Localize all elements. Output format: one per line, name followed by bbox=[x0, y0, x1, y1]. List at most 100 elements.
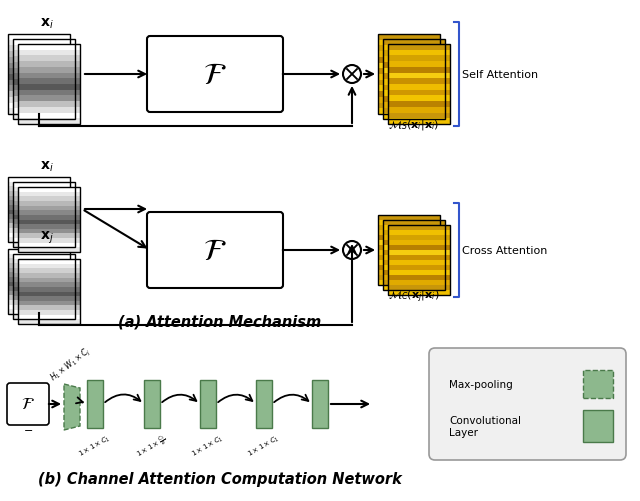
Bar bbox=[8, 233, 70, 238]
Bar bbox=[383, 261, 445, 266]
Bar bbox=[378, 35, 440, 115]
Bar bbox=[383, 80, 445, 86]
Bar bbox=[13, 255, 75, 319]
Bar bbox=[388, 235, 450, 240]
Bar bbox=[378, 215, 440, 220]
Bar bbox=[13, 282, 75, 287]
Bar bbox=[13, 183, 75, 247]
Bar bbox=[13, 40, 75, 120]
Bar bbox=[8, 228, 70, 233]
Bar bbox=[18, 206, 80, 211]
Bar bbox=[383, 40, 445, 120]
Bar bbox=[388, 266, 450, 271]
Bar bbox=[388, 225, 450, 230]
Bar bbox=[13, 215, 75, 220]
Bar bbox=[18, 119, 80, 125]
Bar bbox=[13, 206, 75, 210]
Bar bbox=[8, 191, 70, 196]
Bar bbox=[13, 278, 75, 282]
Bar bbox=[583, 370, 613, 398]
Bar bbox=[18, 91, 80, 96]
Bar bbox=[388, 245, 450, 250]
Bar bbox=[8, 46, 70, 52]
Bar bbox=[8, 268, 70, 273]
Bar bbox=[18, 320, 80, 324]
Bar bbox=[388, 96, 450, 102]
Bar bbox=[8, 182, 70, 187]
Bar bbox=[18, 311, 80, 315]
Bar bbox=[144, 380, 160, 428]
Bar bbox=[388, 113, 450, 119]
Bar bbox=[383, 240, 445, 245]
Text: (a) Attention Mechanism: (a) Attention Mechanism bbox=[118, 314, 322, 329]
Bar bbox=[383, 281, 445, 286]
Bar bbox=[18, 234, 80, 238]
Bar bbox=[388, 286, 450, 291]
Bar bbox=[8, 210, 70, 215]
Bar bbox=[8, 259, 70, 264]
Bar bbox=[383, 114, 445, 120]
Bar bbox=[13, 183, 75, 187]
Bar bbox=[18, 192, 80, 197]
Bar bbox=[18, 224, 80, 229]
Bar bbox=[378, 41, 440, 46]
Bar bbox=[378, 58, 440, 64]
Bar bbox=[13, 40, 75, 46]
Bar bbox=[388, 225, 450, 296]
Text: (b) Channel Attention Computation Network: (b) Channel Attention Computation Networ… bbox=[38, 471, 402, 486]
Bar bbox=[383, 271, 445, 276]
Bar bbox=[378, 215, 440, 286]
Bar bbox=[18, 102, 80, 108]
Bar bbox=[18, 56, 80, 62]
Bar bbox=[383, 250, 445, 256]
Bar bbox=[378, 109, 440, 115]
Bar bbox=[13, 97, 75, 103]
Bar bbox=[8, 58, 70, 64]
Bar bbox=[8, 187, 70, 191]
Bar bbox=[378, 98, 440, 103]
Bar bbox=[388, 79, 450, 85]
Bar bbox=[383, 69, 445, 74]
Bar bbox=[378, 81, 440, 86]
Bar bbox=[13, 229, 75, 233]
Bar bbox=[383, 103, 445, 108]
Bar bbox=[13, 259, 75, 264]
Bar bbox=[8, 282, 70, 287]
Bar bbox=[13, 63, 75, 69]
Bar bbox=[18, 211, 80, 215]
Bar bbox=[18, 79, 80, 85]
Bar bbox=[18, 260, 80, 324]
Bar bbox=[388, 276, 450, 281]
Bar bbox=[18, 197, 80, 201]
Bar bbox=[18, 287, 80, 292]
Bar bbox=[378, 281, 440, 286]
Bar bbox=[13, 201, 75, 206]
Bar bbox=[13, 196, 75, 201]
Bar bbox=[8, 52, 70, 58]
Bar bbox=[583, 410, 613, 442]
Bar bbox=[8, 103, 70, 109]
Bar bbox=[8, 264, 70, 268]
Bar bbox=[388, 240, 450, 245]
Bar bbox=[388, 256, 450, 261]
Bar bbox=[378, 220, 440, 225]
Bar bbox=[13, 86, 75, 91]
Text: $\mathbf{x}_i$: $\mathbf{x}_i$ bbox=[40, 159, 54, 174]
Bar bbox=[383, 57, 445, 63]
Bar bbox=[378, 46, 440, 52]
Polygon shape bbox=[64, 384, 80, 430]
Bar bbox=[13, 103, 75, 108]
Bar bbox=[388, 91, 450, 96]
Bar bbox=[13, 243, 75, 247]
Bar bbox=[388, 281, 450, 286]
Bar bbox=[18, 45, 80, 51]
Circle shape bbox=[343, 66, 361, 84]
Bar bbox=[18, 301, 80, 306]
Bar bbox=[8, 215, 70, 219]
Bar bbox=[383, 86, 445, 91]
Bar bbox=[18, 260, 80, 264]
Bar bbox=[383, 108, 445, 114]
Bar bbox=[13, 187, 75, 192]
Bar bbox=[383, 91, 445, 97]
Text: $\mathbf{x}_i$: $\mathbf{x}_i$ bbox=[40, 17, 54, 31]
